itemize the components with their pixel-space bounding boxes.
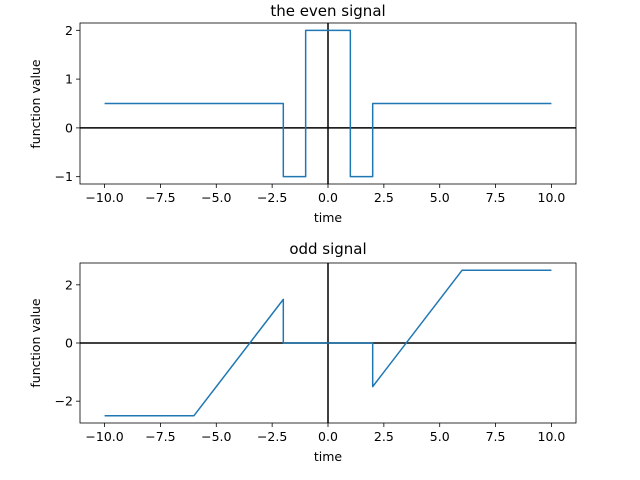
even-x-tick-label: −7.5	[145, 190, 175, 205]
odd-y-tick-label: −2	[55, 394, 73, 409]
odd-x-tick-label: 10.0	[538, 429, 566, 444]
even-x-tick-label: −5.0	[201, 190, 231, 205]
even-y-tick-label: −1	[55, 169, 73, 184]
odd-x-tick-label: −2.5	[257, 429, 287, 444]
even-x-tick-label: 10.0	[538, 190, 566, 205]
even-x-tick-label: 5.0	[430, 190, 450, 205]
even-x-tick-label: −2.5	[257, 190, 287, 205]
even-x-tick-label: 0.0	[318, 190, 338, 205]
odd-signal-line	[104, 269, 552, 417]
even-x-tick-label: 7.5	[486, 190, 506, 205]
odd-x-tick-label: 5.0	[430, 429, 450, 444]
even-x-axis-label: time	[314, 210, 343, 225]
odd-x-axis-label: time	[314, 449, 343, 464]
odd-x-tick-label: 0.0	[318, 429, 338, 444]
odd-plot-area: −10.0 −7.5 −5.0 −2.5 0.0 2.5 5.0 7.5 10.0 −2 0 2	[55, 262, 577, 444]
even-y-axis-label: function value	[28, 59, 43, 148]
even-chart-title: the even signal	[270, 2, 385, 20]
even-plot-area: −10.0 −7.5 −5.0 −2.5 0.0 2.5 5.0 7.5 10.0 −1 0 1 2	[55, 22, 577, 205]
odd-x-tick-label: 2.5	[374, 429, 394, 444]
odd-x-tick-label: −10.0	[85, 429, 123, 444]
odd-chart-title: odd signal	[289, 240, 366, 258]
even-y-tick-label: 0	[65, 120, 73, 135]
odd-x-tick-label: −7.5	[145, 429, 175, 444]
odd-x-tick-label: −5.0	[201, 429, 231, 444]
even-y-tick-label: 2	[65, 23, 73, 38]
even-signal-subplot: the even signal −10.0 −7.5 −5.0 −2.5 0.0 2.5 5…	[28, 2, 577, 225]
even-x-tick-label: −10.0	[85, 190, 123, 205]
odd-y-tick-label: 0	[65, 336, 73, 351]
even-x-tick-label: 2.5	[374, 190, 394, 205]
odd-y-axis-label: function value	[28, 298, 43, 387]
odd-signal-subplot: odd signal −10.0 −7.5 −5.0 −2.5 0.0 2.5 5.0 7.5…	[28, 240, 577, 464]
even-y-tick-label: 1	[65, 72, 73, 87]
odd-x-tick-label: 7.5	[486, 429, 506, 444]
even-signal-line	[104, 29, 552, 178]
odd-y-tick-label: 2	[65, 277, 73, 292]
